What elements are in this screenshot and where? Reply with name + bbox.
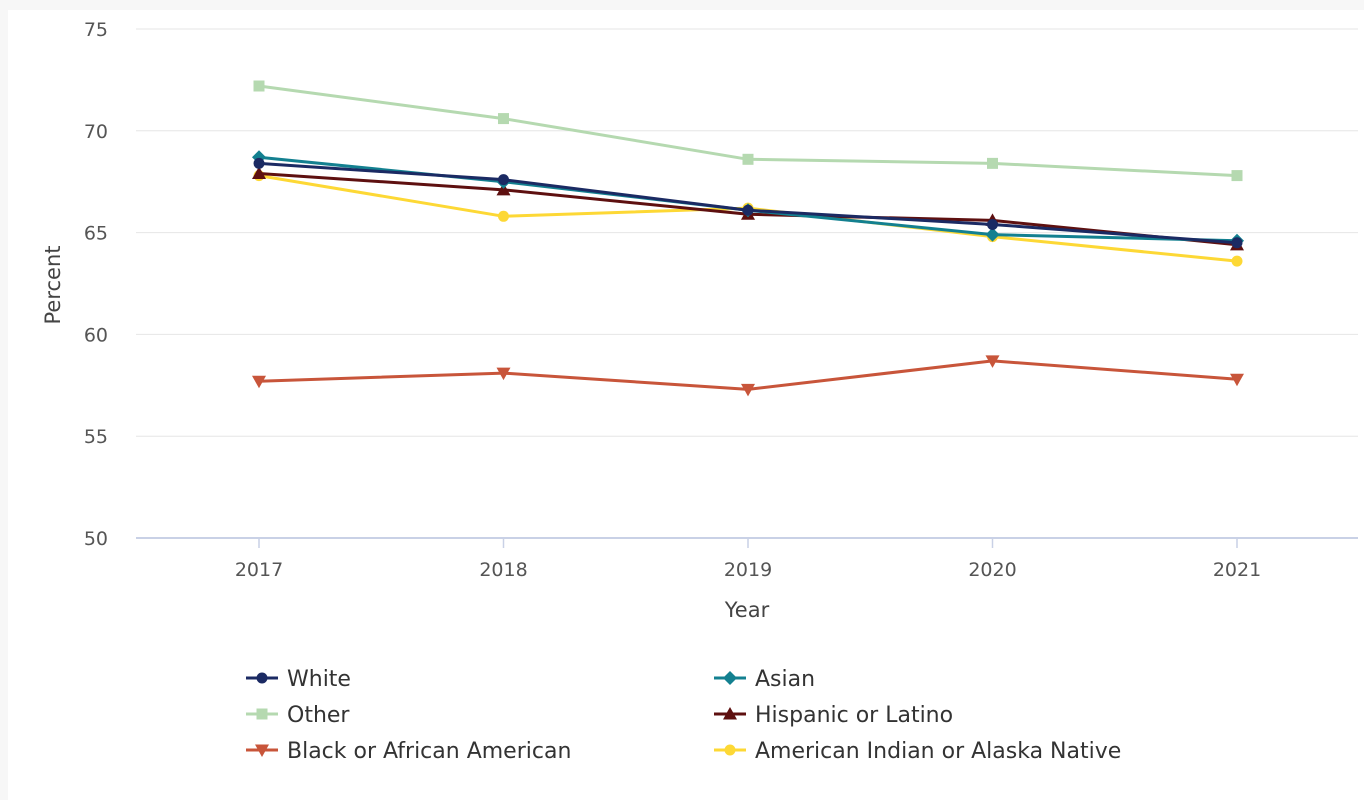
legend-marker xyxy=(723,707,737,720)
data-point xyxy=(1231,237,1243,249)
x-tick-label: 2019 xyxy=(724,559,772,581)
legend-item[interactable]: Black or African American xyxy=(246,739,571,764)
series-white xyxy=(253,157,1243,249)
data-point xyxy=(498,210,509,222)
data-point xyxy=(742,204,754,216)
legend-label: Hispanic or Latino xyxy=(755,703,953,728)
y-tick-label: 65 xyxy=(84,223,108,245)
series-black-or-african-american xyxy=(252,355,1244,397)
data-point xyxy=(987,218,998,230)
y-tick-label: 75 xyxy=(84,19,108,41)
x-tick-label: 2017 xyxy=(235,559,283,581)
legend-marker xyxy=(256,672,268,684)
legend-item[interactable]: American Indian or Alaska Native xyxy=(714,739,1121,764)
legend-item[interactable]: Other xyxy=(246,703,350,728)
y-tick-label: 50 xyxy=(84,528,108,550)
data-point xyxy=(1231,255,1243,267)
data-point xyxy=(253,80,265,92)
data-point xyxy=(252,375,266,389)
legend-item[interactable]: Asian xyxy=(714,667,815,692)
axes: 50 55 60 65 70 75 2017 2018 2019 2020 2021 xyxy=(84,19,1358,581)
data-point xyxy=(985,355,1000,368)
data-point xyxy=(742,153,754,165)
x-axis-title: Year xyxy=(724,598,770,622)
legend: White Asian Other Hispanic or Latino Black o… xyxy=(246,667,1121,764)
data-point xyxy=(253,157,265,169)
line-chart: 50 55 60 65 70 75 2017 2018 2019 2020 2021 Percent… xyxy=(41,19,1358,764)
series-other xyxy=(253,80,1243,182)
legend-label: Black or African American xyxy=(287,739,571,764)
x-tick-label: 2021 xyxy=(1213,559,1261,581)
data-point xyxy=(252,166,266,180)
legend-marker xyxy=(256,708,268,720)
x-tick-label: 2018 xyxy=(479,559,527,581)
x-tick-label: 2020 xyxy=(968,559,1016,581)
data-point xyxy=(1230,373,1244,387)
y-tick-label: 60 xyxy=(84,324,108,346)
legend-marker xyxy=(724,744,736,756)
legend-marker xyxy=(255,744,269,757)
data-point xyxy=(498,174,509,186)
legend-marker xyxy=(723,671,737,685)
data-point xyxy=(741,383,755,397)
legend-label: American Indian or Alaska Native xyxy=(755,739,1121,764)
grid-lines xyxy=(136,28,1358,437)
legend-item[interactable]: Hispanic or Latino xyxy=(714,703,953,728)
data-point xyxy=(985,227,1000,242)
chart-container: 50 55 60 65 70 75 2017 2018 2019 2020 2021 Percent… xyxy=(8,10,1364,800)
legend-item[interactable]: White xyxy=(246,667,351,692)
data-point xyxy=(496,367,511,381)
y-tick-label: 55 xyxy=(84,426,108,448)
legend-label: Asian xyxy=(755,667,815,692)
data-point xyxy=(498,113,509,125)
y-axis-title: Percent xyxy=(41,245,65,324)
legend-label: Other xyxy=(287,703,350,728)
data-point xyxy=(1231,170,1243,182)
data-point xyxy=(987,157,998,169)
data-point xyxy=(496,182,511,196)
legend-label: White xyxy=(287,667,351,692)
y-tick-label: 70 xyxy=(84,121,108,143)
series-lines xyxy=(252,80,1244,397)
